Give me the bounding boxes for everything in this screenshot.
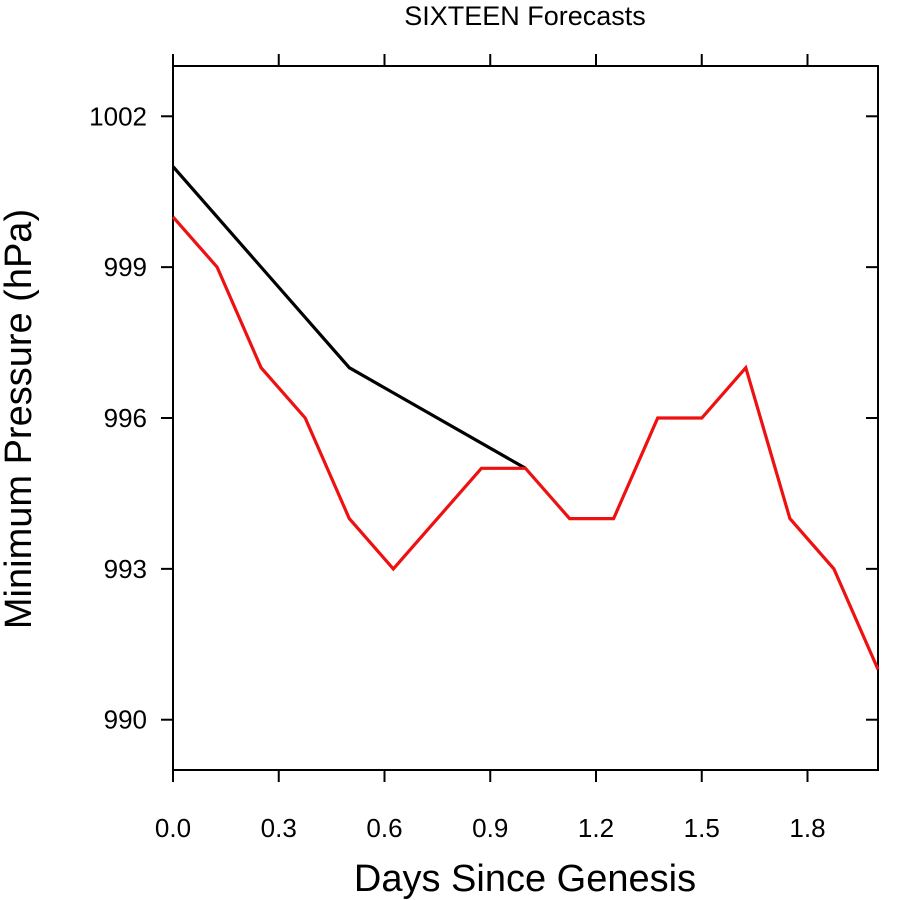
x-tick-label: 0.0	[155, 813, 191, 843]
x-axis-title: Days Since Genesis	[354, 858, 696, 900]
y-tick-label: 996	[104, 403, 147, 433]
x-tick-label: 0.9	[472, 813, 508, 843]
y-tick-label: 990	[104, 705, 147, 735]
x-tick-label: 0.6	[366, 813, 402, 843]
x-tick-label: 1.5	[684, 813, 720, 843]
plot-frame	[172, 65, 879, 771]
chart-title: SIXTEEN Forecasts	[404, 1, 646, 31]
x-tick-label: 1.2	[578, 813, 614, 843]
y-tick-label: 999	[104, 252, 147, 282]
series-line-2	[171, 215, 880, 671]
y-axis-title: Minimum Pressure (hPa)	[0, 209, 40, 629]
x-tick-label: 0.3	[261, 813, 297, 843]
plot-area: 0.0 0.3 0.6 0.9 1.2 1.5 1.8 990 993 996 999 1002	[89, 54, 880, 843]
x-tick-label: 1.8	[789, 813, 825, 843]
y-tick-label: 993	[104, 554, 147, 584]
y-tick-label: 1002	[89, 101, 147, 131]
series-line-1	[171, 165, 527, 470]
